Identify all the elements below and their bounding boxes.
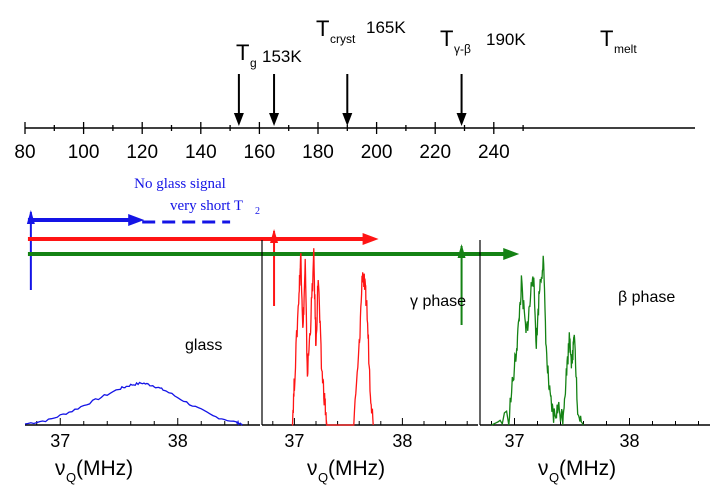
panel-xlabel-subscript: Q bbox=[66, 470, 76, 485]
x-tick-label: 100 bbox=[68, 142, 100, 163]
panel-label: γ phase bbox=[410, 293, 466, 310]
panel-tick-label: 37 bbox=[504, 431, 524, 451]
x-tick-label: 80 bbox=[14, 142, 35, 163]
no-glass-line1: No glass signal bbox=[134, 176, 226, 192]
transition-symbol: T bbox=[316, 16, 329, 41]
red-range-arrowhead bbox=[362, 233, 379, 245]
green-range-arrowhead bbox=[503, 248, 520, 260]
very-short-t2-main: very short T bbox=[170, 198, 243, 214]
no-glass-annotation: No glass signal very short T 2 bbox=[134, 176, 260, 217]
x-tick-label: 140 bbox=[185, 142, 217, 163]
green-range-marker-head bbox=[457, 244, 466, 258]
panel-tick-label: 38 bbox=[619, 431, 639, 451]
transition-subscript: γ-β bbox=[454, 42, 471, 56]
x-tick-label: 160 bbox=[244, 142, 276, 163]
transition-arrow-head bbox=[269, 113, 280, 126]
red-spectrum-line bbox=[291, 248, 374, 426]
panel-xlabel-symbol: ν bbox=[307, 457, 318, 480]
panel-xlabel-subscript: Q bbox=[549, 470, 559, 485]
panel-xlabel-symbol: ν bbox=[538, 457, 549, 480]
transition-subscript: melt bbox=[614, 42, 637, 56]
red-range-marker-head bbox=[270, 229, 279, 243]
x-tick-label: 120 bbox=[126, 142, 158, 163]
panel-tick-label: 37 bbox=[50, 431, 70, 451]
panel-xlabel-symbol: ν bbox=[55, 457, 66, 480]
blue-spectrum-line bbox=[24, 381, 243, 426]
blue-range-arrowhead bbox=[128, 214, 145, 226]
transition-temperature: 165K bbox=[366, 18, 406, 37]
transition-temperature: 153K bbox=[262, 47, 302, 66]
panel-xlabel-unit: (MHz) bbox=[76, 457, 133, 480]
panel-tick-label: 38 bbox=[392, 431, 412, 451]
very-short-t2-sub: 2 bbox=[255, 206, 260, 217]
transition-symbol: T bbox=[600, 26, 613, 51]
transition-subscript: g bbox=[250, 56, 257, 70]
transition-temperature: 190K bbox=[486, 30, 526, 49]
panel-tick-label: 38 bbox=[168, 431, 188, 451]
temperature-axis: 80 100 120 140 160 180 200 220 240 bbox=[14, 122, 695, 163]
transition-arrow-head bbox=[233, 113, 244, 126]
panel-label: β phase bbox=[618, 289, 675, 306]
x-tick-label: 240 bbox=[478, 142, 510, 163]
green-spectrum-line bbox=[491, 255, 585, 426]
x-tick-label: 200 bbox=[361, 142, 393, 163]
panel-xlabel-subscript: Q bbox=[318, 470, 328, 485]
transition-subscript: cryst bbox=[330, 32, 356, 46]
transition-symbol: T bbox=[440, 26, 453, 51]
transition-symbol: T bbox=[236, 40, 249, 65]
panel-label: glass bbox=[185, 337, 222, 354]
x-tick-label: 220 bbox=[419, 142, 451, 163]
transition-arrow-head bbox=[342, 113, 353, 126]
blue-range-marker-head bbox=[26, 210, 35, 224]
x-tick-label: 180 bbox=[302, 142, 334, 163]
temperature-ranges bbox=[26, 210, 520, 325]
panel-xlabel-unit: (MHz) bbox=[328, 457, 385, 480]
panel-tick-label: 37 bbox=[284, 431, 304, 451]
panel-xlabel-unit: (MHz) bbox=[559, 457, 616, 480]
transition-arrow-head bbox=[456, 113, 467, 126]
